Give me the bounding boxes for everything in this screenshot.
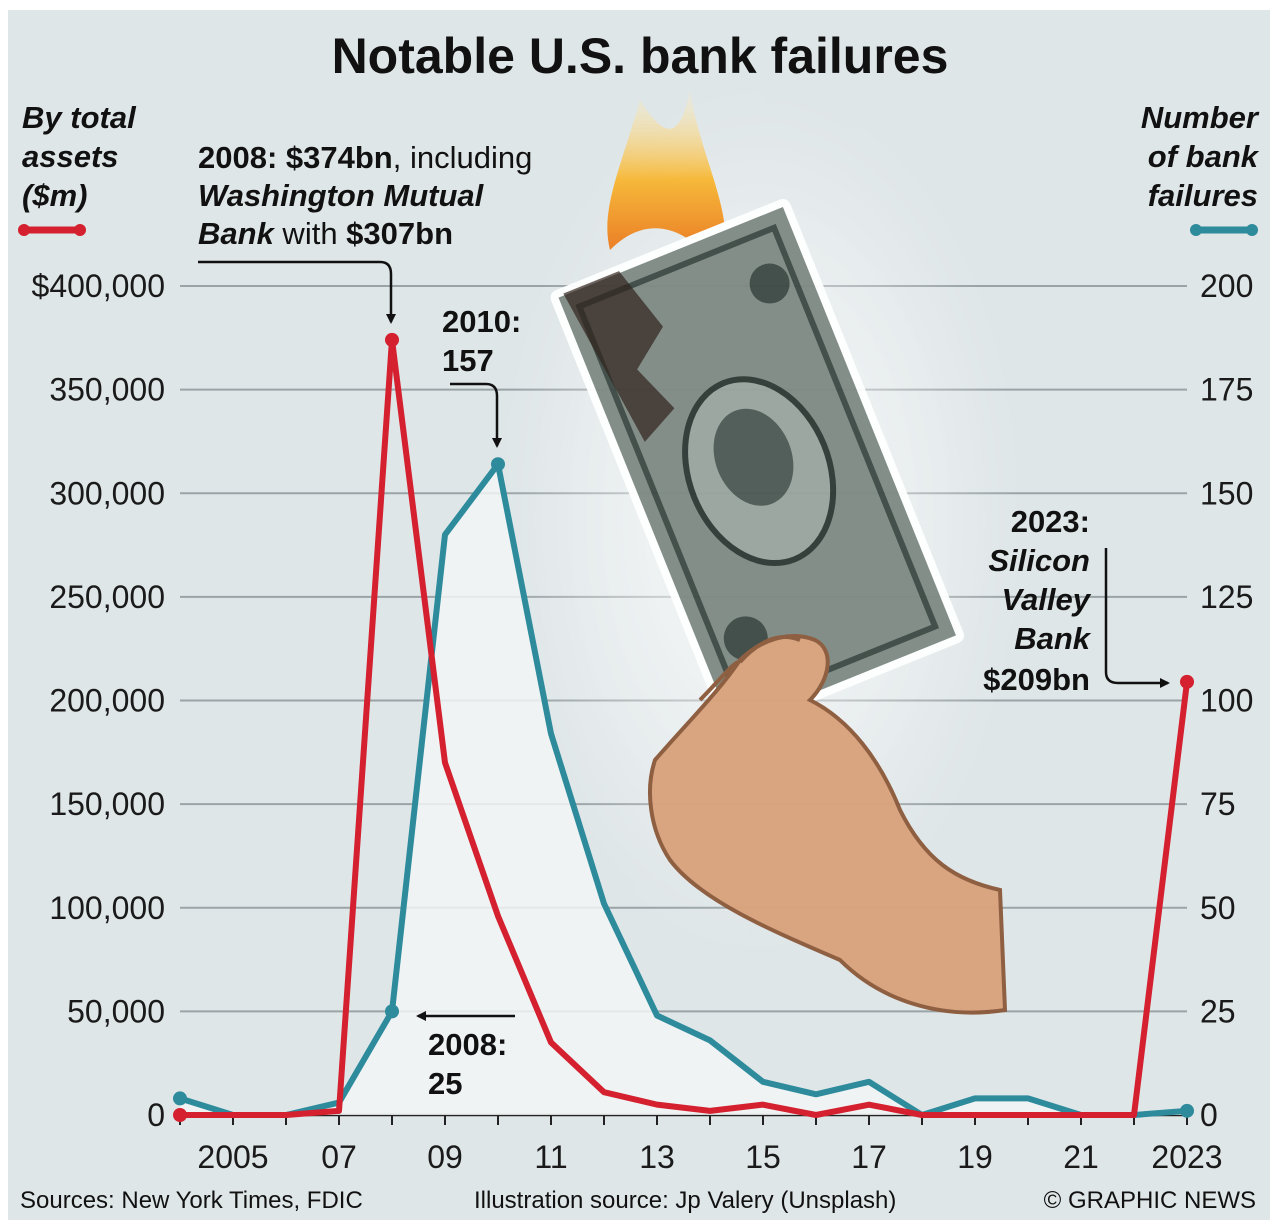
right-axis-label: Number of bank failures <box>1141 100 1260 236</box>
annotation-arrow <box>1104 548 1170 688</box>
right-tick-label: 100 <box>1200 683 1253 719</box>
data-points <box>173 332 1194 1122</box>
right-tick-label: 25 <box>1200 993 1236 1029</box>
legend-dot <box>1190 224 1202 236</box>
annotation-2008-count: 2008: 25 <box>416 1011 515 1101</box>
series-line-total-assets <box>180 336 1190 1118</box>
x-tick-label: 19 <box>957 1139 993 1175</box>
right-axis-label-line: failures <box>1148 178 1258 213</box>
burning-dollar-illustration <box>500 90 1020 1015</box>
annotation-line: $209bn <box>983 662 1090 697</box>
x-tick-label: 17 <box>851 1139 887 1175</box>
annotation-line: 25 <box>428 1066 462 1101</box>
annotation-2023-svb: 2023: Silicon Valley Bank $209bn <box>983 504 1170 697</box>
data-point-count-2004 <box>173 1091 187 1106</box>
x-tick-label: 07 <box>321 1139 357 1175</box>
annotation-line: Bank <box>1014 621 1092 656</box>
annotation-arrow <box>450 382 502 448</box>
right-axis-label-line: Number <box>1141 100 1260 135</box>
data-point-count-2008 <box>385 1004 399 1019</box>
legend-dot <box>1246 224 1258 236</box>
footer-illustration-source: Illustration source: Jp Valery (Unsplash… <box>474 1187 896 1214</box>
right-tick-label: 50 <box>1200 890 1236 926</box>
footer-credit: © GRAPHIC NEWS <box>1044 1187 1256 1214</box>
annotation-arrow <box>198 260 396 324</box>
flame-icon <box>607 90 726 270</box>
legend-dot <box>18 224 30 236</box>
x-tick-label: 2005 <box>197 1139 268 1175</box>
annotation-2010-count: 2010: 157 <box>442 304 521 448</box>
annotation-line: 2008: <box>428 1027 507 1062</box>
right-axis-label-line: of bank <box>1148 139 1260 174</box>
annotation-line: 2023: <box>1011 504 1090 539</box>
data-point-assets-2023 <box>1180 674 1194 689</box>
left-tick-label: 50,000 <box>67 993 165 1029</box>
chart-title: Notable U.S. bank failures <box>332 28 949 84</box>
left-tick-label: 0 <box>147 1097 165 1133</box>
data-point-assets-2008 <box>385 332 399 347</box>
left-tick-label: 350,000 <box>49 372 165 408</box>
annotation-line: Washington Mutual <box>198 178 485 213</box>
annotation-line: Silicon <box>988 543 1090 578</box>
series-line-bank-failures <box>179 461 1188 1118</box>
x-tick-label: 13 <box>639 1139 675 1175</box>
footer-sources: Sources: New York Times, FDIC <box>20 1187 363 1214</box>
left-axis-label-line: ($m) <box>22 178 87 213</box>
x-tick-label: 09 <box>427 1139 463 1175</box>
right-tick-label: 150 <box>1200 475 1253 511</box>
count-area-fill <box>180 464 1187 1115</box>
left-tick-label: 250,000 <box>49 579 165 615</box>
x-tick-label: 21 <box>1063 1139 1099 1175</box>
right-tick-label: 200 <box>1200 268 1253 304</box>
left-tick-label: $400,000 <box>32 268 165 304</box>
left-tick-label: 200,000 <box>49 683 165 719</box>
data-point-count-2010 <box>491 457 505 472</box>
right-tick-label: 125 <box>1200 579 1253 615</box>
left-axis-label-line: By total <box>22 100 137 135</box>
annotation-line: 2010: <box>442 304 521 339</box>
left-tick-label: 100,000 <box>49 890 165 926</box>
x-tick-label: 2023 <box>1151 1139 1222 1175</box>
left-axis-label: By total assets ($m) <box>18 100 137 236</box>
data-point-assets-2004 <box>173 1108 187 1122</box>
right-tick-label: 0 <box>1200 1097 1218 1133</box>
x-tick-label: 15 <box>745 1139 781 1175</box>
left-tick-label: 150,000 <box>49 786 165 822</box>
annotation-line: 157 <box>442 343 494 378</box>
legend-dot <box>74 224 86 236</box>
annotation-2008-assets: 2008: $374bn, including Washington Mutua… <box>198 140 532 324</box>
annotation-line: 2008: $374bn, including <box>198 140 532 175</box>
x-tick-label: 11 <box>534 1139 567 1175</box>
right-tick-label: 75 <box>1200 786 1236 822</box>
annotation-line: Bank with $307bn <box>198 216 453 251</box>
left-tick-label: 300,000 <box>49 475 165 511</box>
annotation-line: Valley <box>1002 582 1092 617</box>
left-axis-label-line: assets <box>22 139 119 174</box>
data-point-count-2023 <box>1180 1103 1194 1118</box>
right-tick-label: 175 <box>1200 372 1253 408</box>
